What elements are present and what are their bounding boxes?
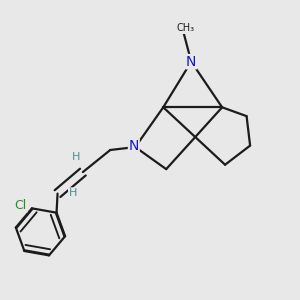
Text: H: H: [72, 152, 81, 162]
Text: N: N: [129, 139, 139, 153]
Text: CH₃: CH₃: [176, 23, 194, 33]
Text: H: H: [69, 188, 77, 198]
Text: Cl: Cl: [15, 199, 27, 212]
Text: N: N: [186, 55, 196, 69]
